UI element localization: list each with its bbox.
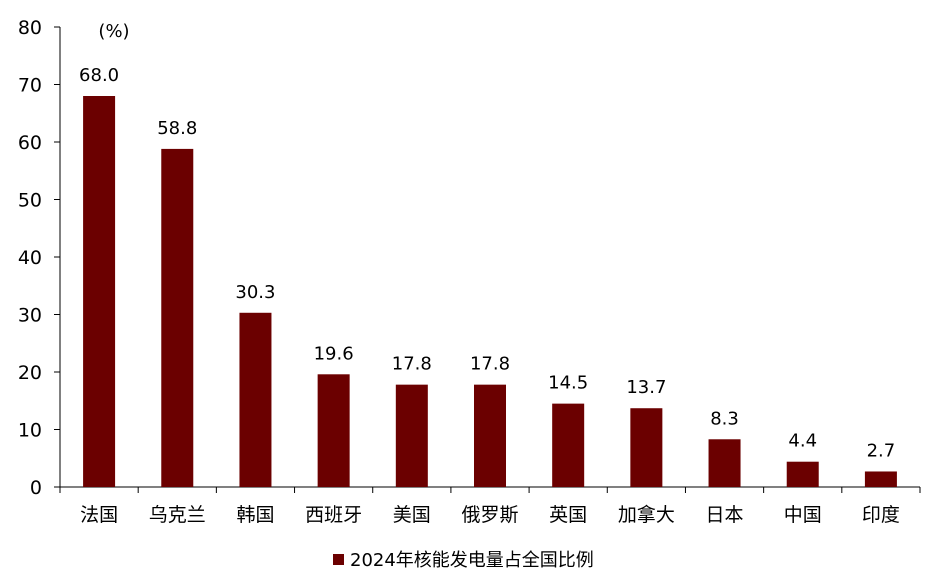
- bar: [708, 439, 741, 487]
- bar: [864, 471, 897, 487]
- x-tick-label: 中国: [784, 504, 822, 526]
- legend-label: 2024年核能发电量占全国比例: [350, 550, 594, 571]
- category-labels: 法国 乌克兰 韩国 西班牙 美国 俄罗斯 英国 加拿大 日本 中国 印度: [80, 503, 900, 526]
- axes: 0 10 20 30 40 50 60 70 80: [18, 17, 921, 499]
- y-unit-label: (%): [98, 21, 129, 42]
- bar: [239, 312, 272, 487]
- data-label: 30.3: [235, 282, 275, 303]
- bar: [786, 461, 819, 487]
- x-tick-label: 美国: [393, 504, 431, 526]
- data-label: 8.3: [710, 408, 739, 429]
- bar: [630, 408, 663, 487]
- data-label: 17.8: [470, 354, 510, 375]
- data-label: 14.5: [548, 373, 588, 394]
- legend: 2024年核能发电量占全国比例: [333, 550, 594, 571]
- data-label: 19.6: [314, 343, 354, 364]
- bars: [83, 96, 897, 487]
- y-tick-label: 20: [18, 362, 42, 384]
- bar: [474, 384, 506, 487]
- y-tick-label: 50: [18, 190, 42, 212]
- y-tick-label: 80: [18, 17, 42, 39]
- x-tick-label: 印度: [862, 504, 900, 526]
- data-label: 17.8: [392, 354, 432, 375]
- x-tick-label: 日本: [706, 504, 744, 526]
- data-label: 4.4: [788, 431, 817, 452]
- data-label: 58.8: [157, 118, 197, 139]
- y-tick-label: 40: [18, 247, 42, 269]
- bar: [317, 374, 350, 487]
- bar: [395, 384, 428, 487]
- x-tick-label: 法国: [80, 504, 118, 526]
- x-tick-label: 俄罗斯: [461, 504, 518, 526]
- x-tick-label: 加拿大: [618, 503, 675, 526]
- y-tick-label: 70: [18, 75, 42, 97]
- y-tick-label: 60: [18, 132, 42, 154]
- x-tick-label: 乌克兰: [149, 504, 206, 526]
- x-tick-label: 韩国: [236, 504, 274, 526]
- bar: [552, 403, 585, 487]
- data-label: 13.7: [626, 377, 666, 398]
- y-tick-label: 30: [18, 305, 42, 327]
- data-label: 2.7: [867, 440, 896, 461]
- y-tick-label: 10: [18, 420, 42, 442]
- x-tick-label: 西班牙: [305, 504, 362, 526]
- y-tick-label: 0: [30, 477, 42, 499]
- x-tick-label: 英国: [549, 504, 587, 526]
- data-label: 68.0: [79, 65, 119, 86]
- legend-swatch: [333, 554, 344, 565]
- value-labels: 68.0 58.8 30.3 19.6 17.8 17.8 14.5 13.7 8.3 4.4 2.…: [79, 65, 895, 461]
- bar: [161, 148, 194, 487]
- bar: [83, 96, 116, 487]
